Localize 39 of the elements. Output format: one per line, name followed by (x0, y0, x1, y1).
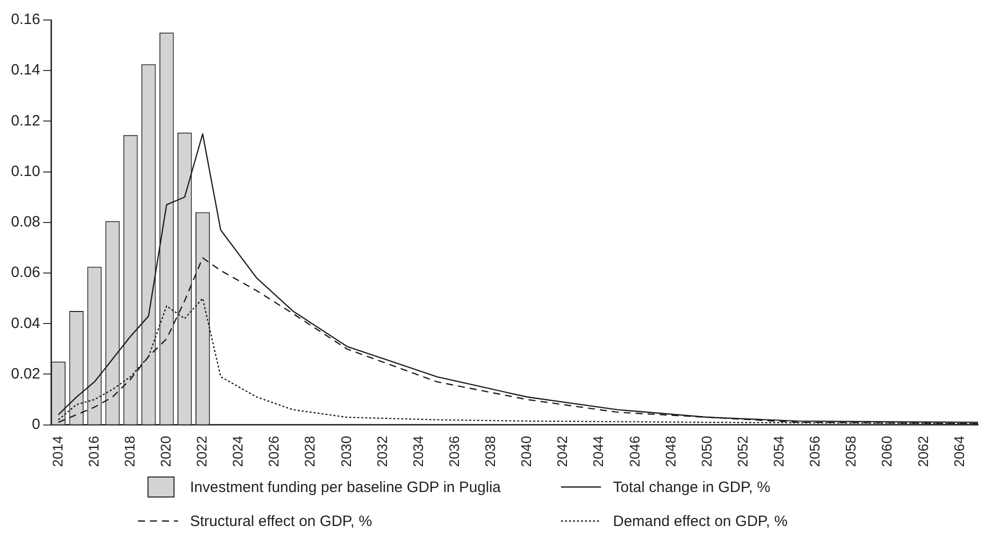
y-tick-label: 0.02 (10, 365, 40, 382)
x-tick-label: 2050 (698, 436, 714, 468)
y-tick-label: 0.12 (10, 112, 40, 130)
x-tick-label: 2042 (554, 436, 570, 468)
y-tick-label: 0.16 (10, 11, 40, 28)
x-tick-label: 2030 (338, 436, 354, 468)
x-tick-label: 2020 (157, 436, 174, 468)
x-tick-label: 2022 (194, 436, 210, 468)
x-tick-label: 2024 (230, 436, 246, 468)
x-tick-label: 2016 (85, 436, 102, 468)
x-tick-label: 2034 (410, 436, 426, 468)
x-tick-label: 2032 (374, 436, 390, 468)
y-tick-label: 0.10 (10, 162, 40, 180)
legend-label: Demand effect on GDP, % (613, 512, 788, 530)
x-tick-label: 2064 (950, 436, 967, 468)
x-tick-label: 2046 (626, 436, 642, 468)
y-tick-label: 0 (32, 416, 40, 433)
legend-label: Structural effect on GDP, % (190, 512, 372, 530)
legend-label: Total change in GDP, % (613, 478, 770, 496)
x-tick-label: 2060 (878, 436, 895, 468)
y-tick-label: 0.08 (10, 214, 40, 231)
y-tick-label: 0.06 (10, 264, 40, 282)
x-tick-label: 2036 (446, 436, 462, 468)
y-tick-label: 0.04 (10, 314, 40, 332)
x-tick-label: 2056 (806, 436, 823, 468)
x-tick-label: 2052 (734, 436, 750, 468)
legend-label: Investment funding per baseline GDP in Puglia (190, 478, 501, 496)
x-tick-label: 2014 (49, 436, 66, 468)
x-tick-label: 2054 (770, 436, 787, 468)
x-tick-label: 2058 (842, 436, 859, 468)
x-tick-label: 2048 (662, 436, 678, 468)
x-tick-label: 2062 (914, 436, 931, 468)
x-tick-label: 2028 (302, 436, 318, 468)
x-tick-label: 2026 (266, 436, 282, 468)
y-tick-label: 0.14 (10, 62, 40, 79)
x-tick-label: 2038 (482, 436, 498, 468)
x-tick-label: 2040 (518, 436, 534, 468)
x-tick-label: 2018 (121, 436, 138, 468)
x-tick-label: 2044 (590, 436, 606, 468)
